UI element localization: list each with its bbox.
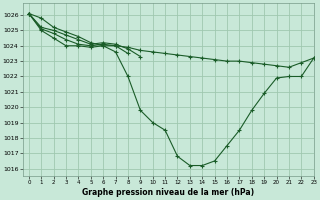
X-axis label: Graphe pression niveau de la mer (hPa): Graphe pression niveau de la mer (hPa) (82, 188, 254, 197)
